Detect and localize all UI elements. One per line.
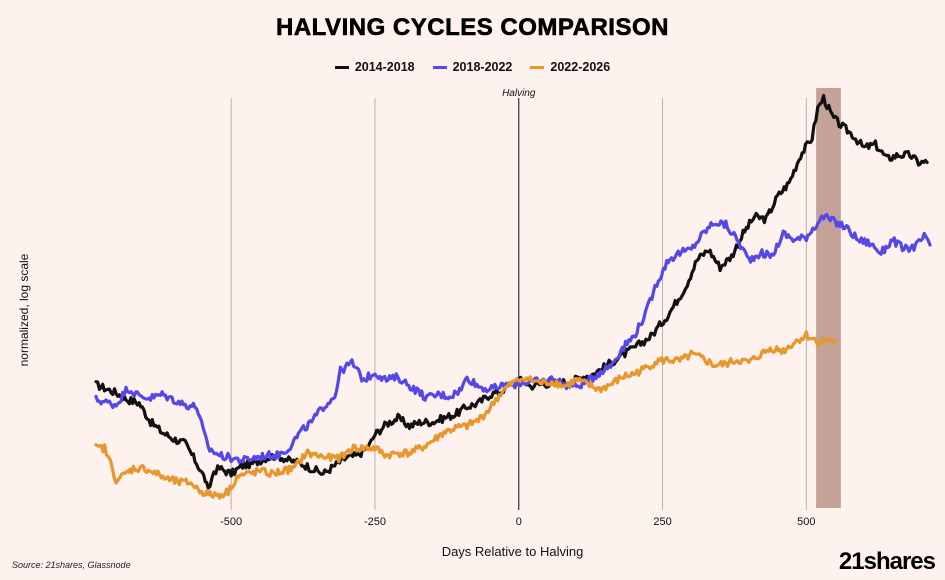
source-note: Source: 21shares, Glassnode	[12, 560, 131, 570]
legend-swatch-2014-2018	[334, 65, 349, 69]
legend-swatch-2022-2026	[530, 65, 545, 69]
x-tick-label: 0	[516, 516, 522, 528]
legend-item-2022-2026: 2022-2026	[530, 60, 610, 74]
x-tick-label: -500	[220, 516, 242, 528]
x-axis-label: Days Relative to Halving	[441, 544, 584, 559]
legend-swatch-2018-2022	[432, 65, 447, 69]
legend-item-2014-2018: 2014-2018	[334, 60, 415, 74]
legend-label-2014-2018: 2014-2018	[354, 60, 415, 74]
chart-title: HALVING CYCLES COMPARISON	[276, 14, 669, 42]
halving-annotation: Halving	[502, 88, 536, 99]
series-line-2022-2026	[94, 330, 837, 500]
legend: 2014-2018 2018-2022 2022-2026	[0, 60, 945, 74]
series-line-2014-2018	[94, 93, 929, 490]
x-tick-label: 250	[653, 516, 671, 528]
x-tick-label: -250	[364, 516, 386, 528]
legend-label-2018-2022: 2018-2022	[452, 60, 513, 74]
legend-label-2022-2026: 2022-2026	[550, 60, 611, 74]
brand-logo: 21shares	[838, 548, 936, 575]
y-axis-label: normalized, log scale	[17, 253, 31, 367]
legend-item-2018-2022: 2018-2022	[432, 60, 513, 74]
x-tick-label: 500	[797, 516, 815, 528]
shaded-region	[816, 88, 841, 508]
